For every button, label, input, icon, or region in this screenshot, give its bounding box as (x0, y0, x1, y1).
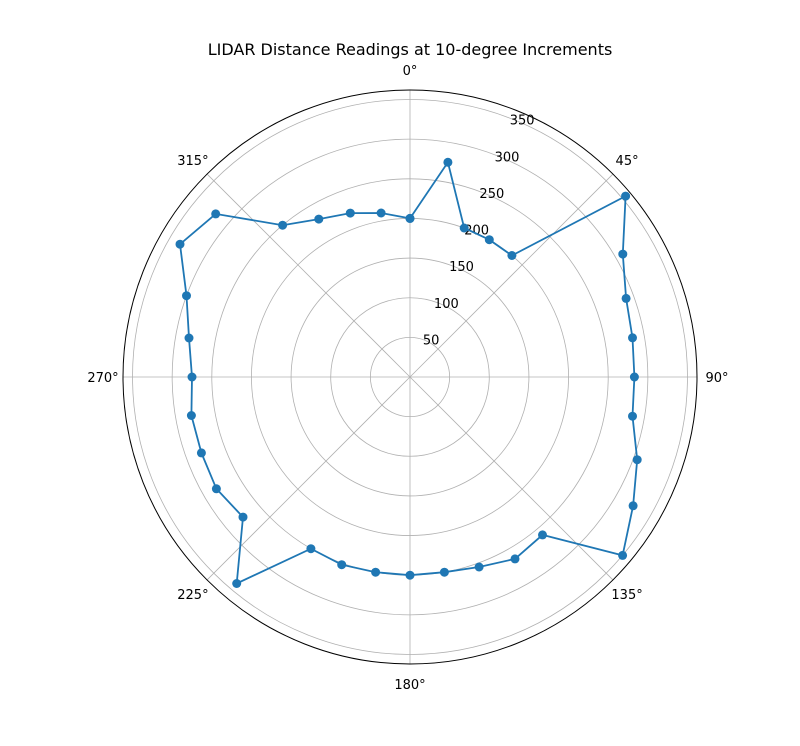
theta-tick-label: 225° (177, 588, 208, 603)
data-point (632, 455, 642, 465)
data-point (211, 484, 221, 494)
circular-gridline (369, 336, 451, 418)
data-point (405, 213, 415, 223)
r-tick-labels: 50 100 150 200 250 300 350 (423, 114, 535, 349)
r-tick-label: 50 (423, 333, 440, 348)
data-point (474, 562, 484, 572)
r-tick-label: 300 (495, 150, 520, 165)
data-point (439, 567, 449, 577)
theta-tick-label: 0° (403, 64, 418, 79)
r-tick-label: 100 (434, 297, 459, 312)
circular-gridline (132, 99, 688, 655)
theta-tick-label: 270° (87, 371, 118, 386)
r-tick-label: 350 (510, 114, 535, 129)
data-point (507, 251, 517, 260)
circular-gridline (330, 297, 490, 457)
data-point (371, 567, 381, 577)
data-point (628, 333, 637, 343)
data-point (484, 235, 494, 245)
data-point (211, 209, 221, 219)
theta-tick-labels: 0° 45° 90° 135° 180° 225° 270° 315° (87, 64, 728, 693)
data-point (538, 530, 547, 540)
data-point (232, 579, 242, 588)
data-point (306, 544, 316, 554)
radial-gridline (206, 173, 411, 378)
circular-gridline (171, 138, 649, 616)
theta-tick-label: 135° (611, 588, 642, 603)
data-point (621, 191, 631, 201)
theta-tick-label: 315° (177, 154, 208, 169)
data-point (175, 239, 185, 249)
data-point (337, 560, 347, 570)
circular-gridline (290, 257, 530, 497)
data-point (510, 554, 520, 564)
data-point (184, 333, 194, 343)
theta-tick-label: 90° (705, 371, 728, 386)
radial-gridline (409, 173, 614, 378)
polar-frame (122, 89, 698, 665)
chart-title: LIDAR Distance Readings at 10-degree Inc… (208, 40, 613, 59)
data-point (376, 208, 386, 218)
data-point (345, 208, 355, 218)
theta-tick-label: 45° (616, 154, 639, 169)
data-point (628, 501, 638, 511)
data-point (618, 249, 628, 259)
data-point (187, 372, 197, 382)
r-tick-label: 150 (449, 260, 474, 275)
r-tick-label: 250 (479, 187, 504, 202)
data-point (628, 411, 637, 421)
data-point (182, 291, 191, 301)
theta-tick-label: 180° (394, 678, 425, 693)
r-tick-label: 200 (464, 224, 489, 239)
data-point (186, 411, 196, 420)
data-point (278, 220, 288, 230)
data-point (196, 448, 206, 458)
data-point (618, 550, 628, 560)
data-point (314, 214, 324, 224)
data-point (405, 570, 415, 580)
data-point (459, 223, 469, 233)
series-layer (175, 157, 642, 588)
data-point (443, 157, 453, 167)
data-point (621, 293, 631, 303)
data-point (629, 372, 639, 382)
radial-gridline (409, 376, 614, 581)
data-point (238, 512, 248, 522)
